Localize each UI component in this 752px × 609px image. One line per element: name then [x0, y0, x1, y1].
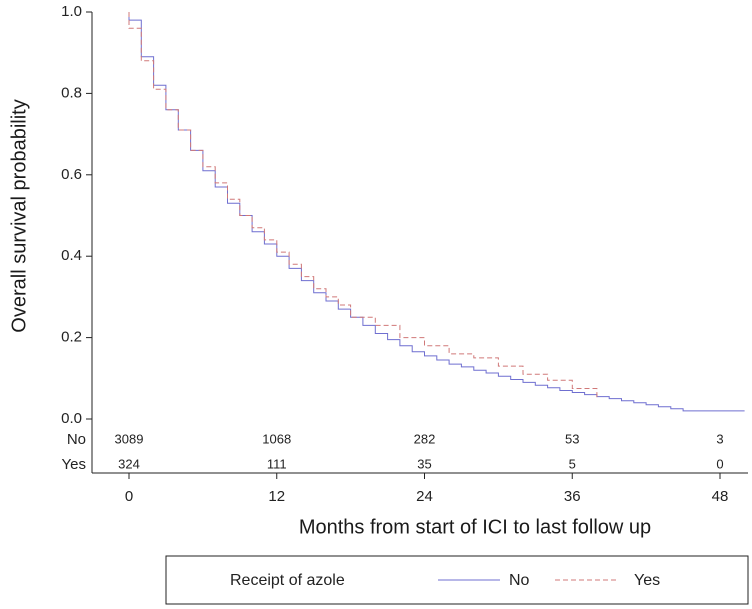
risk-table-count: 53	[565, 431, 579, 446]
x-tick-label: 36	[564, 488, 581, 505]
risk-table-count: 3089	[115, 431, 144, 446]
risk-table-count: 111	[267, 456, 287, 471]
risk-table-count: 0	[716, 456, 723, 471]
y-axis-title: Overall survival probability	[8, 99, 30, 332]
risk-table-count: 282	[414, 431, 436, 446]
survival-curve-yes	[128, 12, 598, 399]
risk-table-count: 324	[118, 456, 140, 471]
legend: Receipt of azole No Yes	[165, 555, 749, 605]
y-tick-label: 0.4	[61, 247, 82, 264]
risk-table: No 3089 1068 282 53 3 Yes 324 111 35 5 0	[62, 431, 724, 473]
y-tick-label: 0.2	[61, 329, 82, 346]
x-tick-label: 48	[712, 488, 729, 505]
x-axis-title: Months from start of ICI to last follow …	[299, 516, 651, 538]
x-tick-label: 24	[416, 488, 433, 505]
y-axis: 0.0 0.2 0.4 0.6 0.8 1.0	[61, 3, 93, 473]
risk-table-count: 5	[569, 456, 576, 471]
survival-curve-no	[128, 12, 745, 412]
y-tick-label: 0.0	[61, 410, 82, 427]
y-ticks: 0.0 0.2 0.4 0.6 0.8 1.0	[61, 3, 92, 427]
y-tick-label: 0.6	[61, 166, 82, 183]
legend-label-no: No	[509, 572, 530, 589]
survival-curves	[128, 12, 745, 412]
x-axis: 0 12 24 36 48	[92, 472, 748, 505]
risk-table-count: 1068	[262, 431, 291, 446]
x-ticks: 0 12 24 36 48	[125, 473, 729, 505]
x-tick-label: 0	[125, 488, 133, 505]
risk-table-group-label: No	[67, 431, 86, 448]
legend-label-yes: Yes	[634, 572, 660, 589]
risk-table-group-label: Yes	[62, 456, 86, 473]
x-tick-label: 12	[268, 488, 285, 505]
legend-title: Receipt of azole	[230, 572, 345, 589]
legend-box	[165, 555, 749, 605]
risk-table-count: 3	[716, 431, 723, 446]
y-tick-label: 1.0	[61, 3, 82, 20]
y-tick-label: 0.8	[61, 84, 82, 101]
risk-table-count: 35	[417, 456, 431, 471]
